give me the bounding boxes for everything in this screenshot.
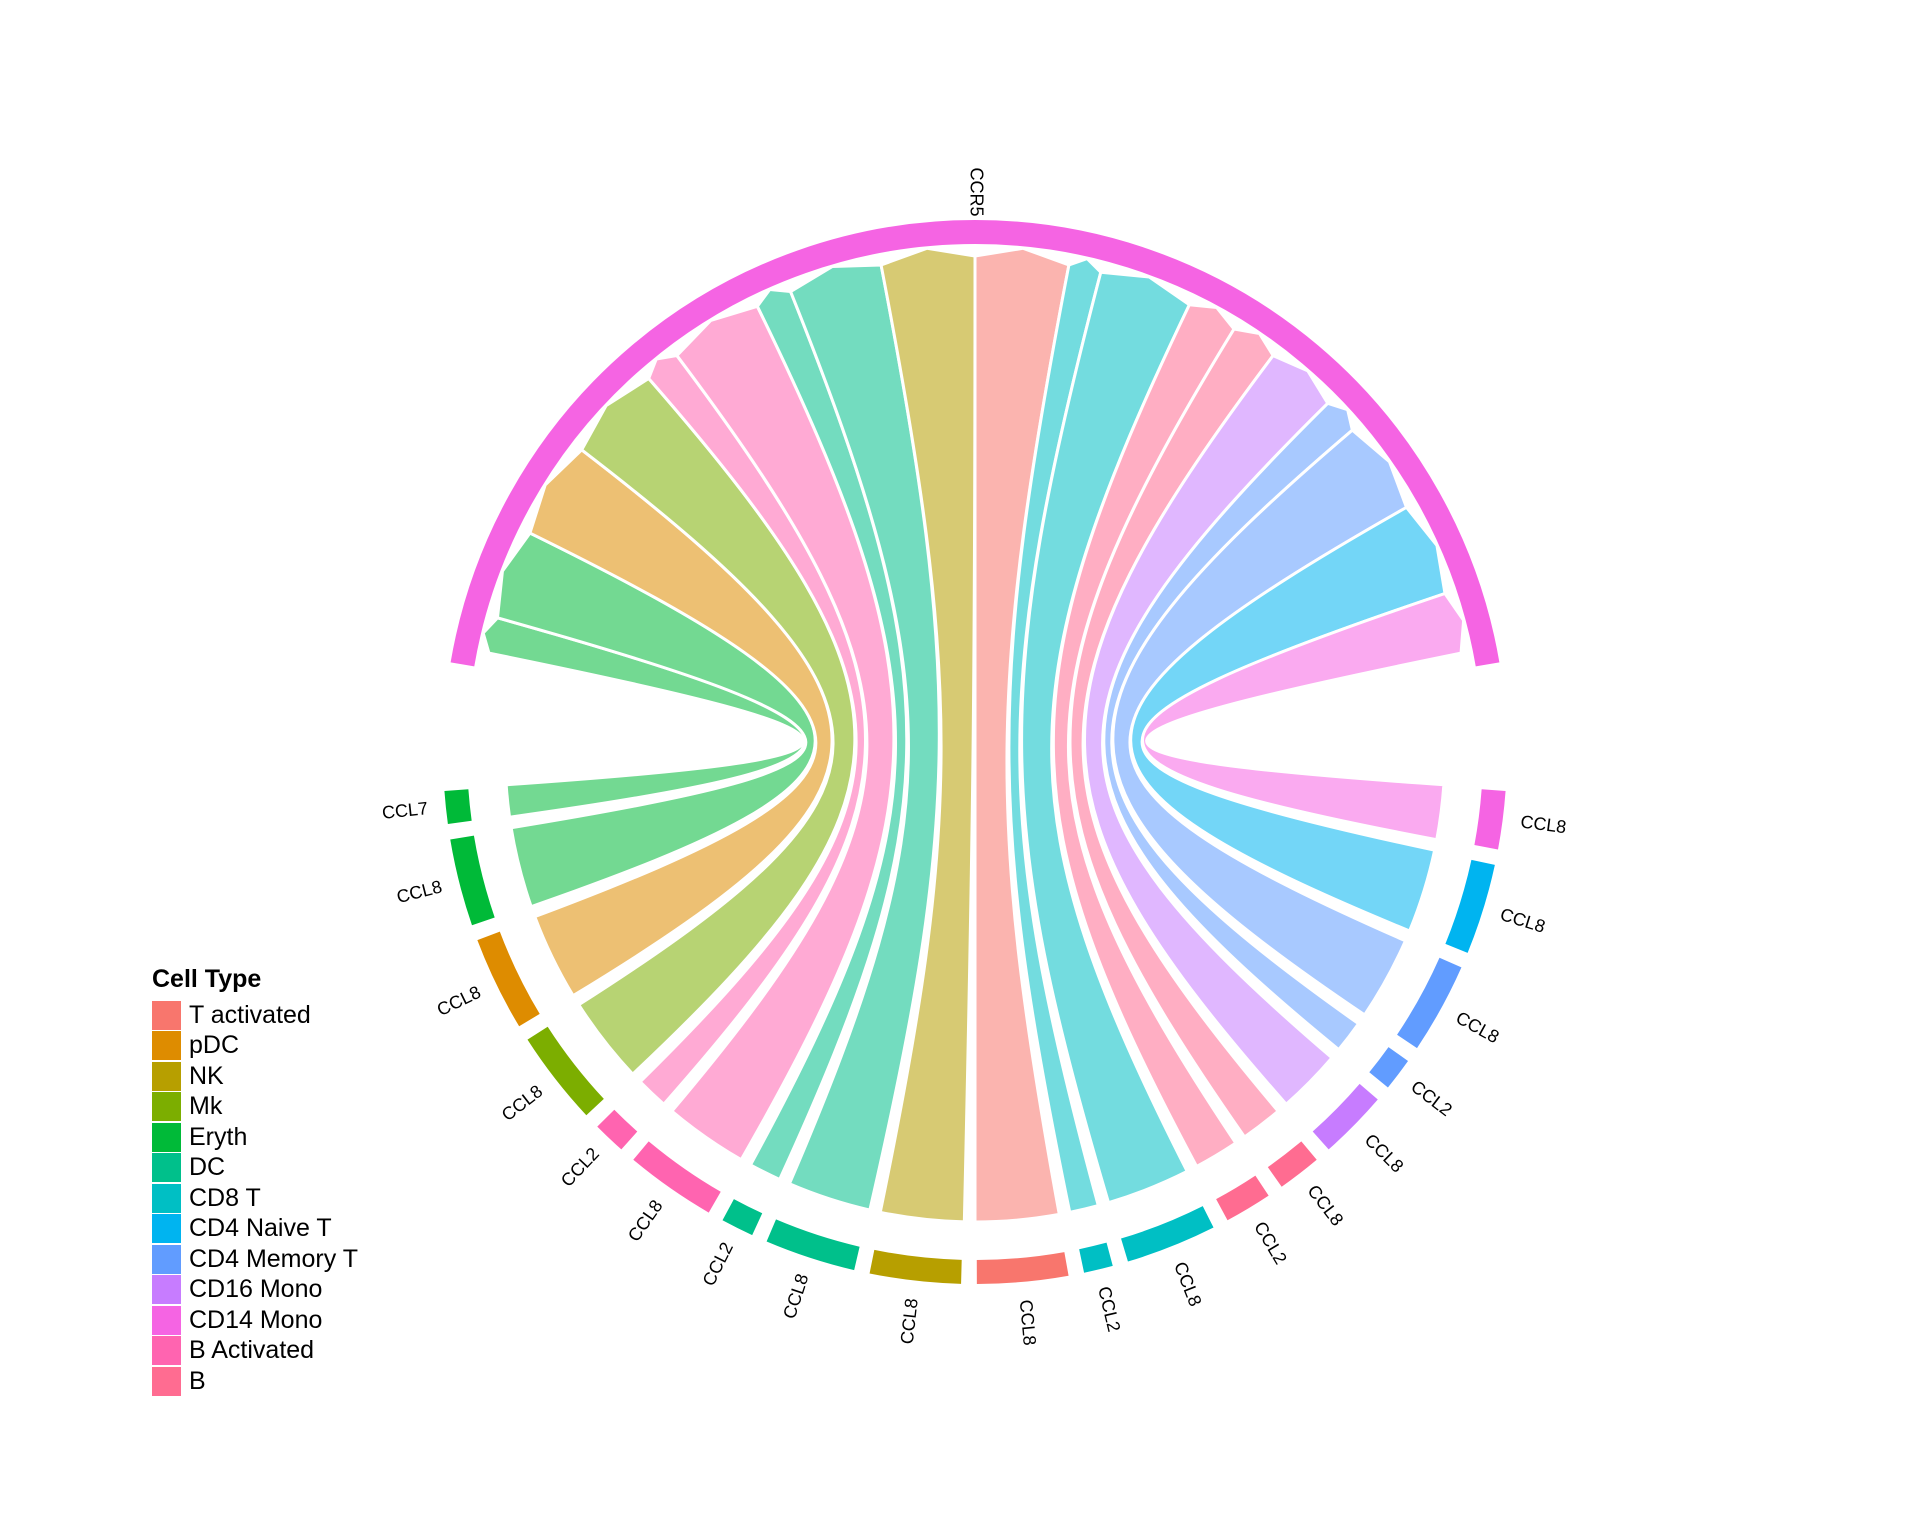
legend-label: T activated: [189, 1000, 311, 1029]
legend-item-cd14-mono: CD14 Mono: [152, 1305, 358, 1336]
segment-ccl8-cd8-t: [1120, 1206, 1214, 1262]
legend-key: [152, 1214, 181, 1244]
ligand-label-ccl8: CCL8: [1519, 811, 1567, 837]
legend-label: Eryth: [189, 1122, 248, 1151]
ligand-label-ccl2: CCL2: [557, 1144, 603, 1191]
legend-item-mk: Mk: [152, 1092, 358, 1123]
segment-ccl2-dc: [722, 1199, 763, 1236]
ligand-label-ccl2: CCL2: [699, 1239, 737, 1289]
legend-label: CD4 Naive T: [189, 1214, 332, 1243]
chord-ccl8-cd14-mono: [1141, 591, 1466, 842]
legend-key: [152, 1000, 181, 1030]
ligand-label-ccl8: CCL8: [1304, 1181, 1348, 1230]
legend-item-b-activated: B Activated: [152, 1336, 358, 1367]
legend-item-eryth: Eryth: [152, 1122, 358, 1153]
segment-ccl2-b-activated: [597, 1109, 638, 1150]
legend-item-b: B: [152, 1366, 358, 1397]
legend-key: [152, 1122, 181, 1152]
segment-ccl8-cd16-mono: [1312, 1083, 1378, 1150]
ligand-label-ccl8: CCL8: [1016, 1299, 1040, 1347]
legend: Cell Type T activated pDC NK Mk Eryth DC CD8 T…: [152, 964, 358, 1397]
legend-item-nk: NK: [152, 1061, 358, 1092]
segment-ccl8-cd4-memory-t: [1396, 957, 1462, 1049]
segment-ccl8-nk: [869, 1249, 962, 1284]
ligand-label-ccl8: CCL8: [897, 1297, 922, 1345]
legend-item-t-activated: T activated: [152, 1000, 358, 1031]
legend-item-cd8-t: CD8 T: [152, 1183, 358, 1214]
legend-label: CD16 Mono: [189, 1275, 323, 1304]
legend-label: B Activated: [189, 1336, 315, 1365]
ligand-label-ccl8: CCL8: [1498, 904, 1548, 937]
legend-key: [152, 1183, 181, 1213]
legend-key: [152, 1061, 181, 1091]
legend-label: Mk: [189, 1092, 223, 1121]
legend-label: NK: [189, 1061, 224, 1090]
legend-item-cd4-memory-t: CD4 Memory T: [152, 1244, 358, 1275]
legend-item-cd16-mono: CD16 Mono: [152, 1275, 358, 1306]
legend-items: T activated pDC NK Mk Eryth DC CD8 T CD4 Naive …: [152, 1000, 358, 1397]
legend-key: [152, 1366, 181, 1396]
legend-key: [152, 1031, 181, 1061]
segment-ccl8-b: [1267, 1141, 1317, 1187]
segment-ccl8-cd14-mono: [1474, 789, 1506, 850]
ligand-label-ccl2: CCL2: [1407, 1076, 1456, 1120]
ligand-label-ccl8: CCL8: [1170, 1259, 1206, 1309]
legend-title: Cell Type: [152, 965, 262, 993]
chord-links: [481, 246, 1466, 1224]
legend-item-pdc: pDC: [152, 1031, 358, 1062]
legend-key: [152, 1336, 181, 1366]
ccr5-receptor-arc: [450, 220, 1500, 667]
segment-ccl8-eryth: [450, 835, 495, 926]
legend-key: [152, 1092, 181, 1122]
ligand-label-ccl8: CCL8: [434, 982, 484, 1020]
ligand-label-ccl8: CCL8: [395, 876, 445, 907]
legend-label: pDC: [189, 1031, 240, 1060]
legend-item-cd4-naive-t: CD4 Naive T: [152, 1214, 358, 1245]
ligand-label-ccl7: CCL7: [381, 798, 429, 823]
segment-ccl8-pdc: [477, 931, 540, 1027]
legend-label: CD14 Mono: [189, 1305, 323, 1334]
ligand-label-ccl2: CCL2: [1094, 1284, 1124, 1333]
segment-ccl8-dc: [766, 1219, 860, 1271]
ligand-label-ccl8: CCL8: [624, 1196, 667, 1245]
legend-item-dc: DC: [152, 1153, 358, 1184]
legend-label: DC: [189, 1153, 226, 1182]
legend-key: [152, 1153, 181, 1183]
legend-label: B: [189, 1366, 206, 1395]
segment-ccl8-b-activated: [633, 1141, 721, 1213]
legend-key: [152, 1305, 181, 1335]
segment-ccl8-t-activated: [976, 1252, 1069, 1284]
legend-label: CD4 Memory T: [189, 1244, 359, 1273]
ligand-label-ccl8: CCL8: [1453, 1008, 1503, 1048]
ligand-label-ccl8: CCL8: [1361, 1130, 1408, 1177]
segment-ccl7-eryth: [444, 789, 472, 824]
segment-ccl8-mk: [527, 1026, 604, 1116]
segment-ccl8-cd4-naive-t: [1445, 859, 1495, 953]
ccr5-label: CCR5: [966, 167, 986, 216]
legend-key: [152, 1275, 181, 1305]
legend-key: [152, 1244, 181, 1274]
segment-ccl2-cd4-memory-t: [1369, 1047, 1409, 1088]
ligand-segments: [444, 789, 1506, 1284]
segment-ccl2-cd8-t: [1079, 1242, 1113, 1273]
ligand-label-ccl8: CCL8: [498, 1081, 547, 1125]
legend-label: CD8 T: [189, 1183, 261, 1212]
ligand-label-ccl8: CCL8: [779, 1271, 812, 1321]
ligand-label-ccl2: CCL2: [1250, 1218, 1291, 1268]
segment-ccl2-b: [1216, 1175, 1269, 1221]
